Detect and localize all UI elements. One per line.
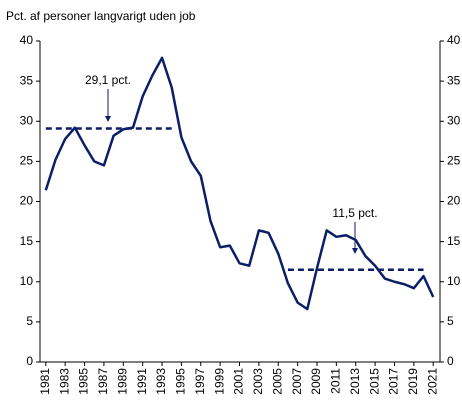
x-tick-label: 2011 [329, 368, 343, 394]
annotation-arrowhead [352, 248, 358, 254]
y2-tick-label: 5 [447, 314, 454, 328]
y2-tick-label: 10 [447, 274, 461, 288]
x-tick-label: 1985 [77, 368, 91, 395]
annotation: 11,5 pct. [332, 206, 377, 220]
y2-tick-label: 30 [447, 113, 461, 127]
x-tick-label: 1991 [135, 368, 149, 395]
y-tick-label: 10 [20, 274, 34, 288]
x-tick-label: 2003 [251, 368, 265, 395]
x-tick-label: 2019 [406, 368, 420, 395]
y-tick-label: 40 [20, 33, 34, 47]
x-tick-label: 1987 [96, 368, 110, 395]
x-tick-label: 1997 [193, 368, 207, 395]
x-tick-label: 2013 [348, 368, 362, 395]
y-tick-label: 5 [26, 314, 33, 328]
x-tick-label: 1983 [57, 368, 71, 395]
y2-tick-label: 20 [447, 194, 461, 208]
y-tick-label: 20 [20, 194, 34, 208]
y-axis-label: Pct. af personer langvarigt uden job [6, 9, 196, 23]
x-tick-label: 1995 [174, 368, 188, 395]
annotation-arrowhead [105, 116, 111, 122]
y-tick-label: 0 [26, 354, 33, 368]
y2-tick-label: 35 [447, 73, 461, 87]
x-tick-label: 2017 [387, 368, 401, 395]
x-tick-label: 1999 [212, 368, 226, 395]
y-tick-label: 15 [20, 234, 34, 248]
x-tick-label: 2001 [232, 368, 246, 395]
y-tick-label: 35 [20, 73, 34, 87]
annotation: 29,1 pct. [85, 73, 131, 87]
y2-tick-label: 40 [447, 33, 461, 47]
x-tick-label: 2007 [290, 368, 304, 395]
y-tick-label: 25 [20, 154, 34, 168]
y2-tick-label: 0 [447, 354, 454, 368]
y2-tick-label: 25 [447, 154, 461, 168]
x-tick-label: 1989 [115, 368, 129, 395]
x-tick-label: 2005 [270, 368, 284, 395]
x-tick-label: 2009 [309, 368, 323, 395]
x-tick-label: 2021 [425, 368, 439, 395]
data-line [44, 56, 435, 311]
x-tick-label: 1981 [38, 368, 52, 395]
x-tick-label: 2015 [367, 368, 381, 395]
x-tick-label: 1993 [154, 368, 168, 395]
y2-tick-label: 15 [447, 234, 461, 248]
y-tick-label: 30 [20, 113, 34, 127]
